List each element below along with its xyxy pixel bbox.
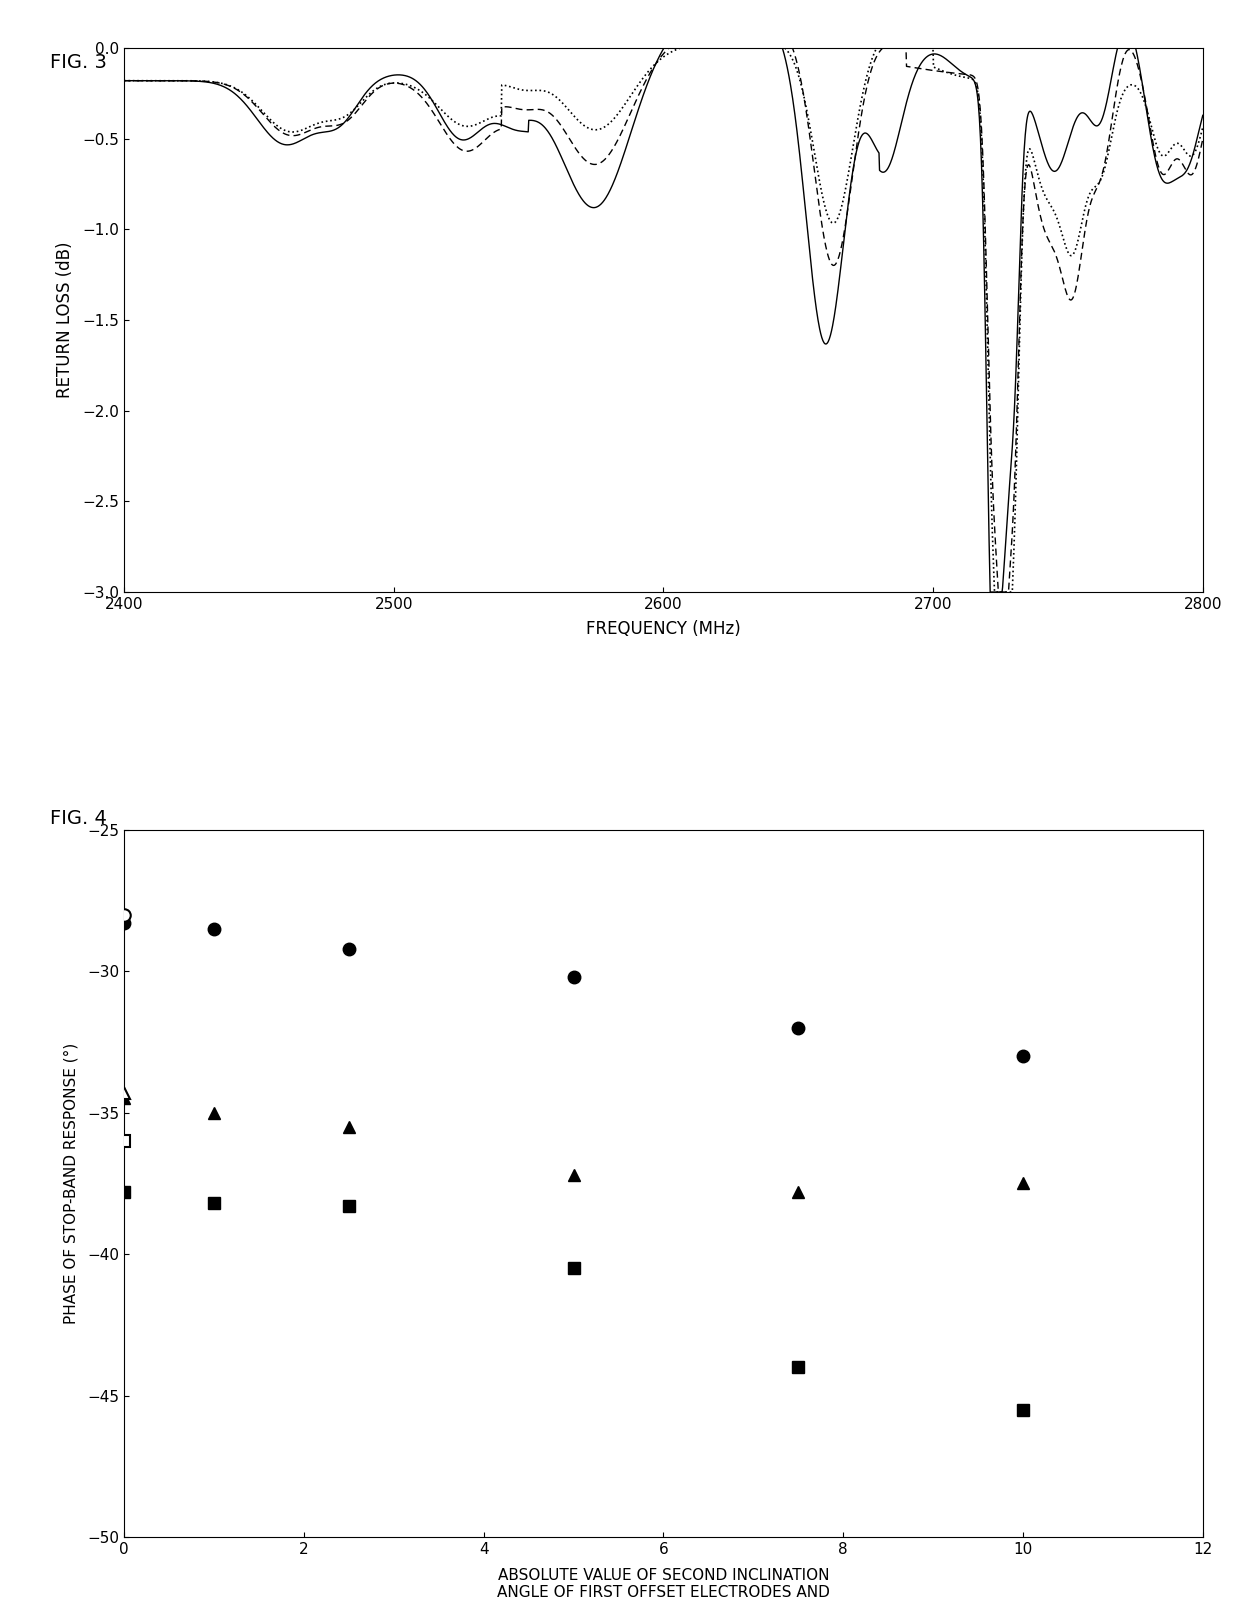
Text: FIG. 4: FIG. 4	[50, 809, 107, 828]
X-axis label: FREQUENCY (MHz): FREQUENCY (MHz)	[587, 620, 740, 639]
Y-axis label: PHASE OF STOP-BAND RESPONSE (°): PHASE OF STOP-BAND RESPONSE (°)	[63, 1042, 78, 1324]
Y-axis label: RETURN LOSS (dB): RETURN LOSS (dB)	[56, 242, 74, 399]
Legend: 2.5°, 5°, 7.5°, 2.5°, 5°, 7.5°: 2.5°, 5°, 7.5°, 2.5°, 5°, 7.5°	[1233, 988, 1240, 1167]
X-axis label: ABSOLUTE VALUE OF SECOND INCLINATION
ANGLE OF FIRST OFFSET ELECTRODES AND
SECOND: ABSOLUTE VALUE OF SECOND INCLINATION ANG…	[497, 1567, 830, 1601]
Text: FIG. 3: FIG. 3	[50, 53, 107, 72]
